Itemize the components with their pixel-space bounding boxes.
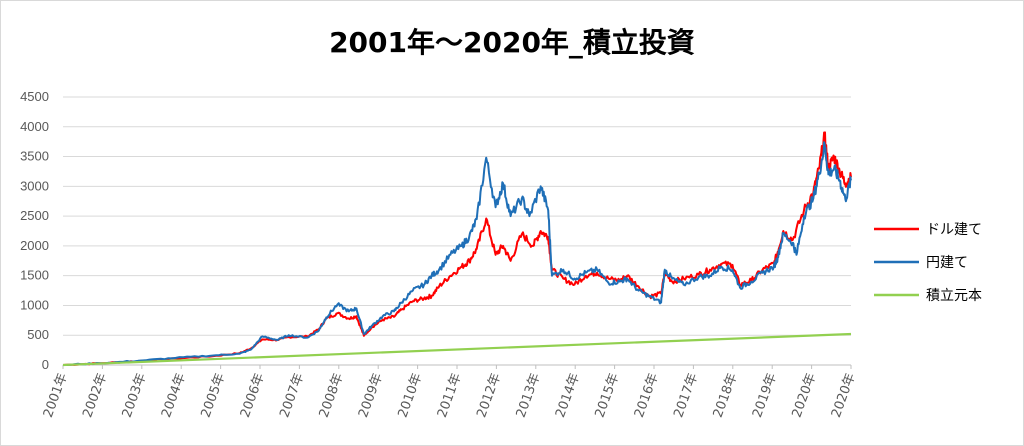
legend-label: ドル建て <box>926 222 982 238</box>
x-tick-label: 2016年 <box>632 371 662 419</box>
y-tick-label: 1500 <box>20 268 49 283</box>
x-tick-label: 2002年 <box>80 371 110 419</box>
x-tick-label: 2005年 <box>198 371 228 419</box>
y-tick-label: 3500 <box>20 149 49 164</box>
x-tick-label: 2011年 <box>435 371 465 419</box>
x-tick-label: 2004年 <box>159 371 189 419</box>
y-axis-ticks: 0 500 1000 1500 2000 2500 3000 3500 4000 4500 <box>20 89 49 372</box>
x-tick-label: 2006年 <box>238 371 268 419</box>
y-tick-label: 3000 <box>20 178 49 193</box>
y-tick-label: 2000 <box>20 238 49 253</box>
y-tick-label: 4500 <box>20 89 49 104</box>
x-tick-label: 2009年 <box>356 371 386 419</box>
y-tick-label: 0 <box>42 357 49 372</box>
x-tick-label: 2013年 <box>514 371 544 419</box>
y-tick-label: 500 <box>27 327 49 342</box>
x-tick-label: 2001年 <box>41 371 71 419</box>
x-tick-label: 2014年 <box>553 371 583 419</box>
series-line-3 <box>62 332 852 367</box>
y-tick-label: 2500 <box>20 208 49 223</box>
x-tick-label: 2007年 <box>277 371 307 419</box>
x-tick-label: 2018年 <box>711 371 741 419</box>
x-tick-label: 2015年 <box>592 371 622 419</box>
x-tick-label: 2020年 <box>789 371 819 419</box>
series-line-2 <box>63 141 852 366</box>
y-tick-label: 4000 <box>20 119 49 134</box>
legend-label: 積立元本 <box>926 288 982 304</box>
x-tick-label: 2017年 <box>671 371 701 419</box>
x-tick-label: 2019年 <box>750 371 780 419</box>
x-tick-label: 2008年 <box>317 371 347 419</box>
chart-title: 2001年～2020年_積立投資 <box>329 26 695 59</box>
series-lines <box>62 131 852 367</box>
x-tick-label: 2003年 <box>120 371 150 419</box>
x-tick-label: 2010年 <box>395 371 425 419</box>
x-tick-label: 2020年 <box>829 371 859 419</box>
x-axis-ticks: 2001年 2002年 2003年 2004年 2005年 2006年 2007年 2008年… <box>41 365 859 420</box>
gridlines <box>63 96 851 366</box>
legend-label: 円建て <box>926 255 968 271</box>
x-tick-label: 2012年 <box>474 371 504 419</box>
y-tick-label: 1000 <box>20 297 49 312</box>
